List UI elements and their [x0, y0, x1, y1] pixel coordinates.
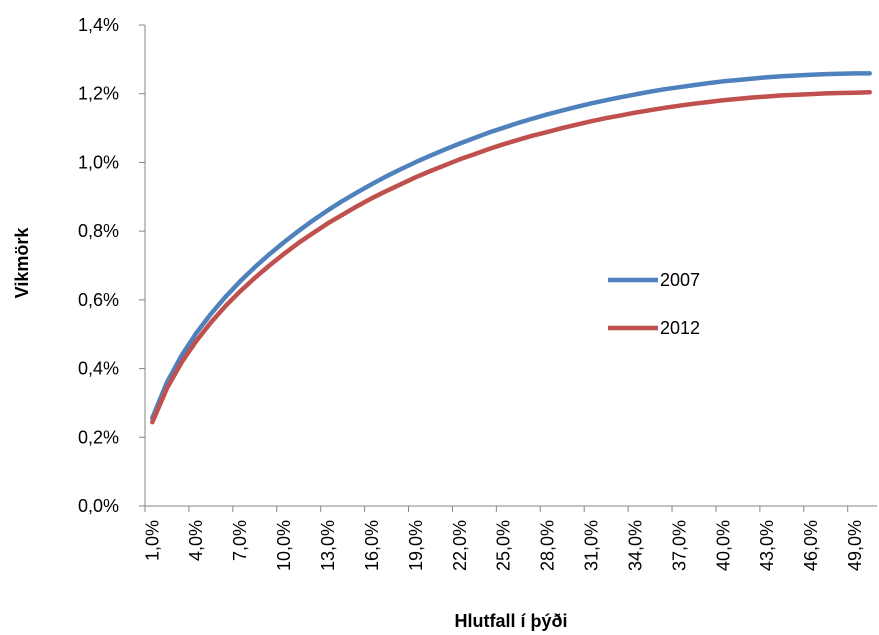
y-tick-label: 0,4% [78, 359, 119, 379]
series-line-2007 [150, 71, 872, 421]
y-axis: 0,0% 0,2% 0,4% 0,6% 0,8% 1,0% 1,2% 1,4% [78, 15, 146, 516]
legend-label-2007: 2007 [660, 270, 700, 290]
legend: 2007 2012 [608, 270, 700, 338]
series-line-2012 [150, 90, 872, 425]
x-tick-label: 25,0% [494, 520, 514, 571]
x-tick-label: 22,0% [450, 520, 470, 571]
x-tick-label: 37,0% [669, 520, 689, 571]
y-tick-label: 0,8% [78, 221, 119, 241]
y-tick-label: 1,2% [78, 84, 119, 104]
y-tick-label: 0,2% [78, 427, 119, 447]
x-axis-title: Hlutfall í þýði [454, 611, 567, 631]
x-tick-label: 4,0% [186, 520, 206, 561]
x-tick-label: 46,0% [801, 520, 821, 571]
y-axis-title: Vikmörk [12, 227, 32, 299]
x-tick-label: 31,0% [582, 520, 602, 571]
y-tick-label: 0,6% [78, 290, 119, 310]
x-tick-label: 10,0% [274, 520, 294, 571]
x-tick-label: 1,0% [142, 520, 162, 561]
series-layer [150, 71, 872, 425]
y-tick-label: 1,4% [78, 15, 119, 35]
x-tick-label: 28,0% [538, 520, 558, 571]
x-tick-label: 40,0% [713, 520, 733, 571]
legend-label-2012: 2012 [660, 318, 700, 338]
y-tick-label: 0,0% [78, 496, 119, 516]
x-tick-label: 43,0% [757, 520, 777, 571]
x-tick-label: 19,0% [406, 520, 426, 571]
x-tick-label: 34,0% [625, 520, 645, 571]
x-tick-label: 16,0% [362, 520, 382, 571]
x-axis: 1,0% 4,0% 7,0% 10,0% 13,0% 16,0% 19,0% 22,0% 25,… [142, 505, 877, 571]
x-tick-label: 7,0% [230, 520, 250, 561]
x-tick-label: 49,0% [845, 520, 865, 571]
y-tick-label: 1,0% [78, 152, 119, 172]
x-tick-label: 13,0% [318, 520, 338, 571]
